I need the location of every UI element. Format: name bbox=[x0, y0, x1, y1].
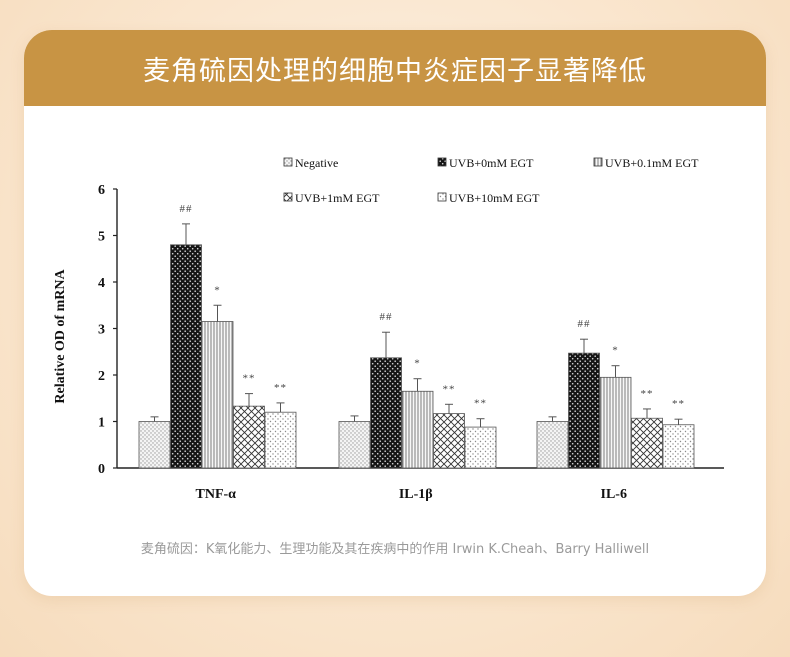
y-tick-label: 3 bbox=[98, 323, 105, 338]
x-tick-label: IL-1β bbox=[399, 487, 433, 502]
significance-label: ** bbox=[474, 398, 487, 410]
bar bbox=[233, 405, 265, 469]
bar bbox=[568, 352, 600, 469]
significance-label: ** bbox=[243, 373, 256, 385]
legend-label: UVB+0.1mM EGT bbox=[605, 156, 699, 170]
significance-label: * bbox=[214, 284, 221, 296]
card-header: 麦角硫因处理的细胞中炎症因子显著降低 bbox=[24, 30, 766, 106]
bar bbox=[201, 321, 234, 469]
legend-swatch bbox=[437, 192, 447, 202]
significance-label: ## bbox=[180, 203, 193, 215]
bar bbox=[401, 390, 434, 469]
legend-label: UVB+10mM EGT bbox=[449, 191, 540, 205]
source-citation: 麦角硫因：K氧化能力、生理功能及其在疾病中的作用 Irwin K.Cheah、B… bbox=[140, 542, 650, 557]
legend-swatch bbox=[283, 192, 293, 202]
bar bbox=[662, 424, 695, 469]
y-tick-label: 2 bbox=[98, 369, 105, 384]
y-tick-label: 0 bbox=[98, 462, 105, 477]
y-tick-label: 6 bbox=[98, 183, 105, 198]
significance-label: ## bbox=[380, 311, 393, 323]
significance-label: ** bbox=[274, 382, 287, 394]
bar bbox=[536, 421, 569, 469]
chart-card: 麦角硫因处理的细胞中炎症因子显著降低 bbox=[24, 30, 766, 596]
bar bbox=[138, 421, 171, 469]
legend-swatch bbox=[283, 157, 293, 167]
bar bbox=[433, 413, 465, 469]
bar bbox=[264, 411, 297, 469]
y-tick-label: 5 bbox=[98, 230, 105, 245]
significance-label: * bbox=[414, 358, 421, 370]
y-tick-label: 1 bbox=[98, 416, 105, 431]
x-tick-label: TNF-α bbox=[196, 487, 237, 502]
legend-label: UVB+0mM EGT bbox=[449, 156, 534, 170]
significance-label: ** bbox=[672, 398, 685, 410]
card-title: 麦角硫因处理的细胞中炎症因子显著降低 bbox=[143, 55, 647, 87]
significance-label: ## bbox=[578, 318, 591, 330]
significance-label: * bbox=[612, 345, 619, 357]
bar bbox=[170, 244, 202, 469]
y-tick-label: 4 bbox=[98, 276, 105, 291]
legend-label: UVB+1mM EGT bbox=[295, 191, 380, 205]
bar bbox=[370, 357, 402, 469]
bar bbox=[464, 426, 497, 469]
legend-label: Negative bbox=[295, 156, 338, 170]
legend-swatch bbox=[437, 157, 447, 167]
y-axis-label: Relative OD of mRNA bbox=[53, 269, 68, 404]
bar bbox=[338, 421, 371, 469]
legend-swatch bbox=[593, 157, 603, 167]
significance-label: ** bbox=[443, 383, 456, 395]
bar bbox=[599, 376, 632, 469]
x-tick-label: IL-6 bbox=[601, 487, 627, 502]
significance-label: ** bbox=[641, 388, 654, 400]
bar bbox=[631, 417, 663, 469]
